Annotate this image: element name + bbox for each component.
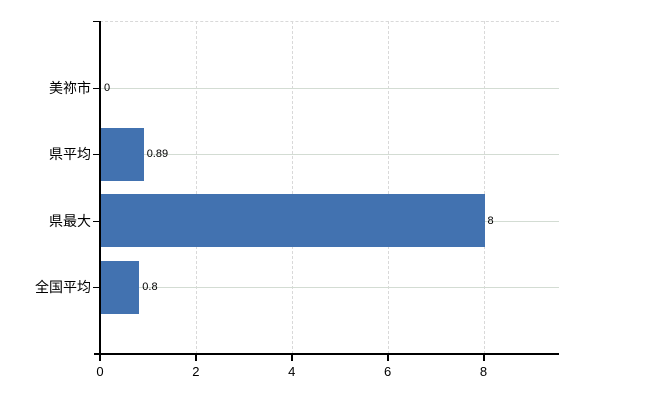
bar-value-label: 0.8 bbox=[142, 281, 158, 294]
horizontal-gridline bbox=[101, 287, 559, 289]
bar-value-label: 8 bbox=[487, 214, 494, 227]
y-axis-line bbox=[99, 21, 101, 355]
x-axis-tick bbox=[290, 355, 293, 361]
bar bbox=[101, 127, 144, 181]
horizontal-gridline bbox=[101, 87, 559, 89]
x-axis-tick bbox=[194, 355, 197, 361]
y-axis-top-tick bbox=[93, 21, 100, 22]
x-axis-tick-label: 6 bbox=[383, 364, 392, 379]
vertical-gridline bbox=[483, 21, 485, 354]
category-label: 県平均 bbox=[49, 146, 91, 163]
vertical-gridline bbox=[387, 21, 389, 354]
plot-top-border bbox=[100, 21, 559, 22]
bar-value-label: 0 bbox=[104, 81, 111, 94]
category-label: 県最大 bbox=[49, 212, 91, 229]
x-axis-tick-label: 0 bbox=[96, 364, 104, 379]
bar bbox=[101, 194, 485, 248]
x-axis-tick bbox=[386, 355, 389, 361]
x-axis-line bbox=[94, 353, 559, 355]
x-axis-tick bbox=[482, 355, 485, 361]
y-axis-tick bbox=[93, 220, 100, 222]
bar bbox=[101, 260, 140, 314]
y-axis-tick bbox=[93, 287, 100, 289]
category-label: 全国平均 bbox=[35, 279, 91, 296]
y-axis-tick bbox=[93, 87, 100, 89]
x-axis-tick-label: 8 bbox=[479, 364, 488, 379]
y-axis-tick bbox=[93, 154, 100, 156]
category-label: 美祢市 bbox=[49, 79, 91, 96]
vertical-gridline bbox=[195, 21, 197, 354]
bar-value-label: 0.89 bbox=[146, 148, 169, 161]
vertical-gridline bbox=[291, 21, 293, 354]
x-axis-tick bbox=[99, 355, 101, 361]
x-axis-tick-label: 4 bbox=[288, 364, 296, 379]
x-axis-tick-label: 2 bbox=[192, 364, 200, 379]
horizontal-gridline bbox=[101, 154, 559, 156]
